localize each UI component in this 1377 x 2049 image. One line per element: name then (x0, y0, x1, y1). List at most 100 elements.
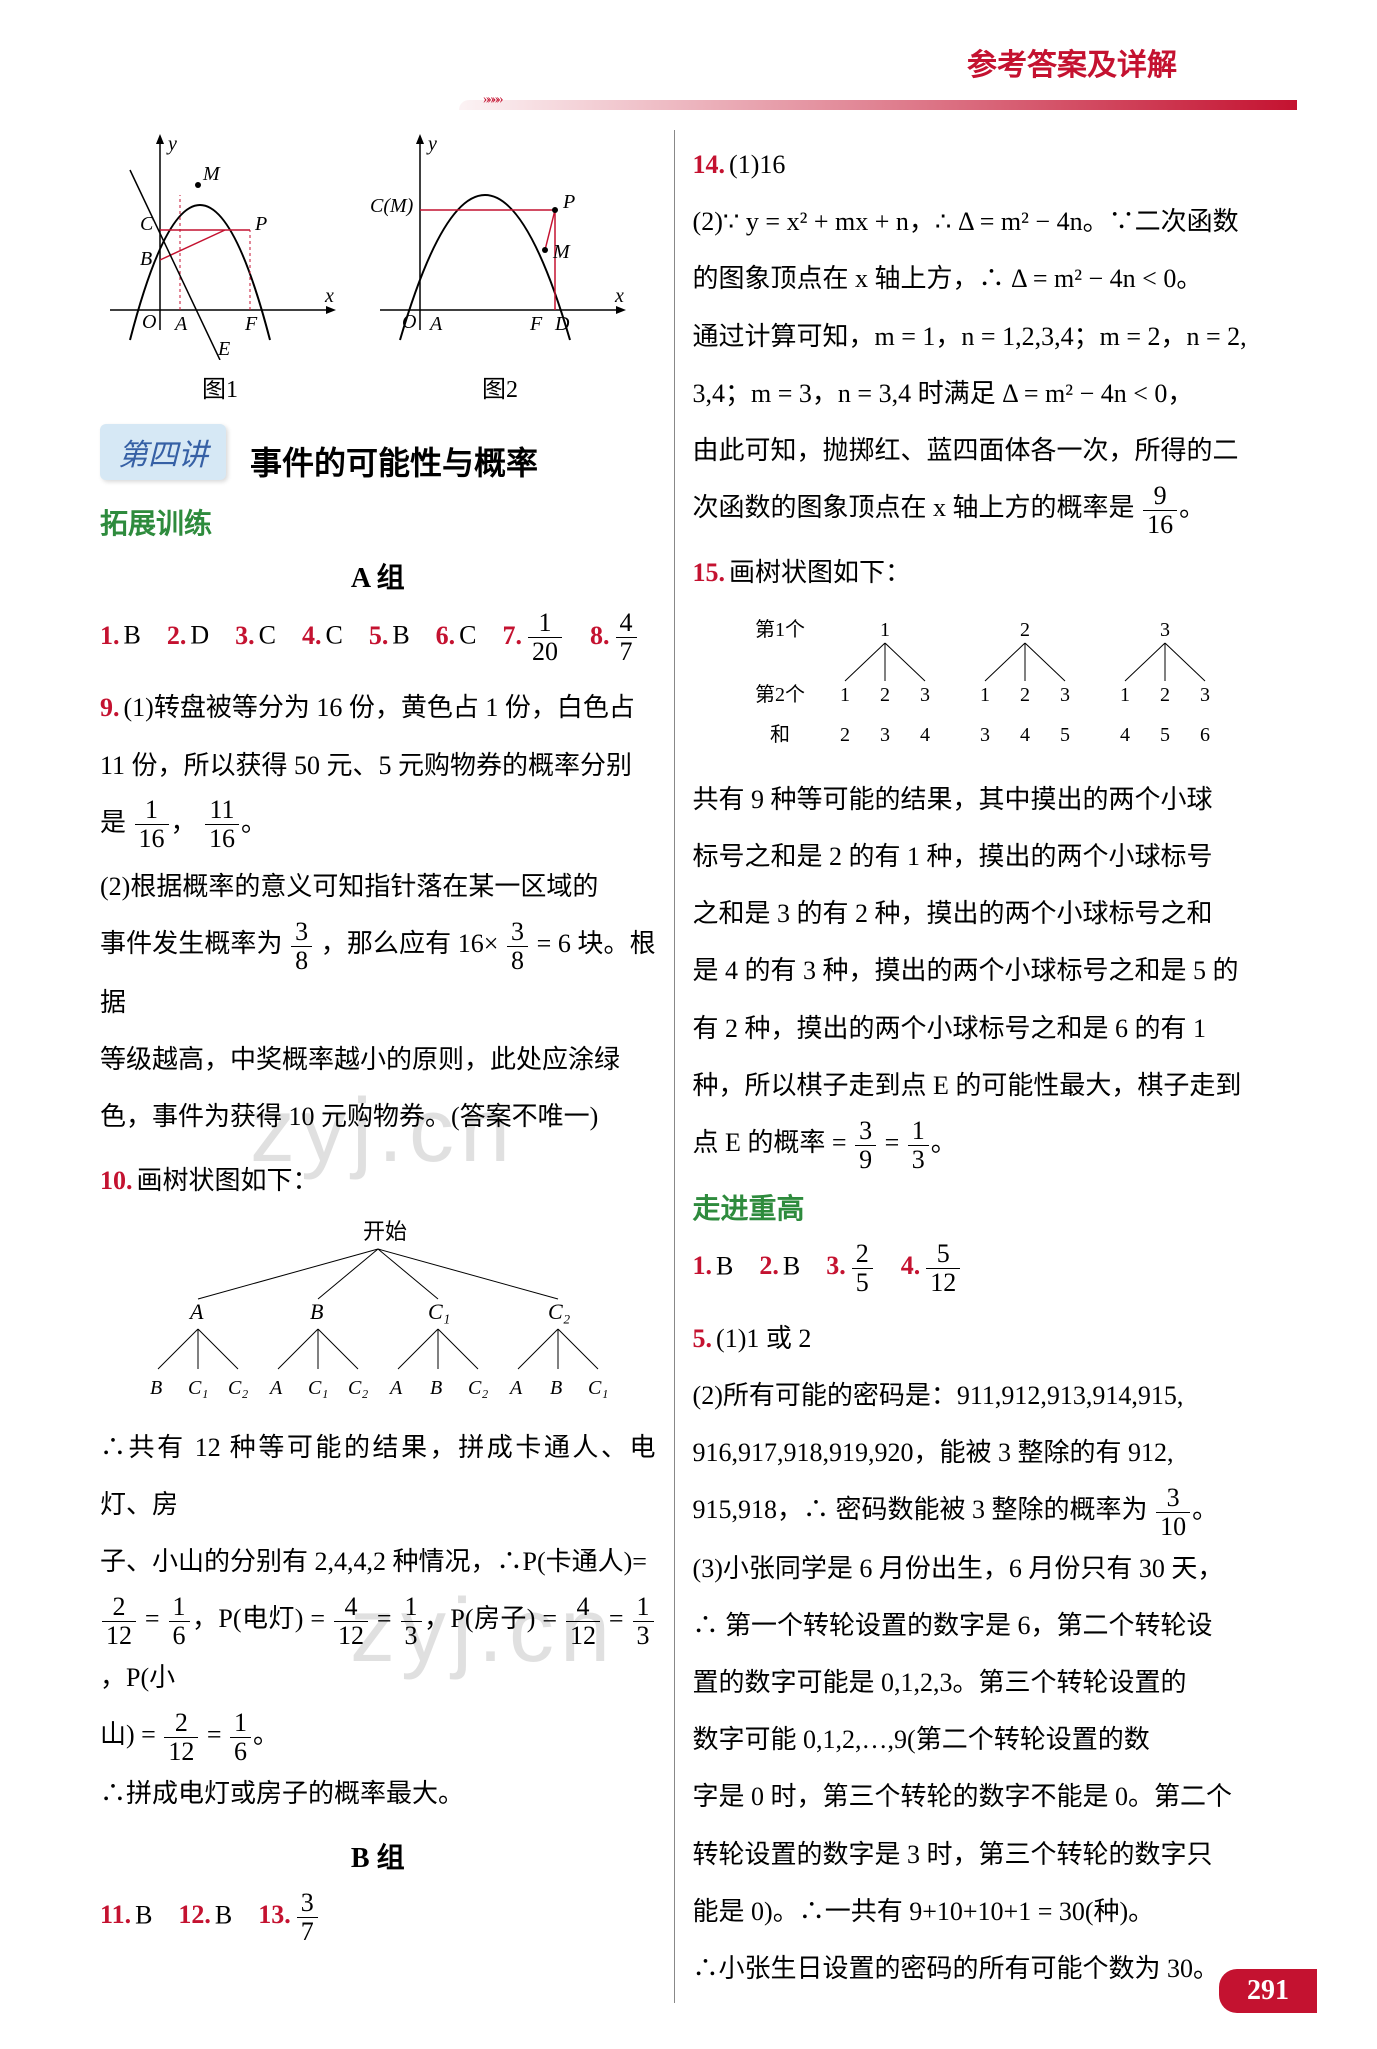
zq4-frac: 512 (926, 1241, 960, 1296)
svg-text:A: A (188, 1299, 204, 1324)
q3-num: 3. (235, 621, 255, 650)
svg-text:1: 1 (880, 619, 890, 641)
right-column: 14.(1)16 (2)∵ y = x² + mx + n，∴ Δ = m² −… (675, 130, 1297, 2003)
svg-text:B: B (550, 1377, 562, 1399)
svg-text:B: B (430, 1377, 442, 1399)
q13-num: 13. (258, 1900, 291, 1929)
svg-text:A: A (173, 313, 188, 335)
svg-text:B: B (140, 248, 152, 270)
zq1-num: 1. (693, 1251, 713, 1280)
two-column-layout: M C P B O A F E y x 图1 (100, 130, 1297, 2003)
q13-frac: 37 (297, 1890, 318, 1945)
svg-text:M: M (552, 241, 571, 263)
q10-intro: 10.画树状图如下： (100, 1152, 656, 1209)
q8-num: 8. (590, 621, 610, 650)
svg-text:O: O (142, 311, 156, 333)
q9-frac-1: 116 (135, 797, 169, 852)
svg-text:5: 5 (1060, 724, 1070, 746)
svg-text:B: B (150, 1377, 162, 1399)
zq3-frac: 25 (852, 1241, 873, 1296)
figure-1: M C P B O A F E y x (100, 130, 340, 360)
svg-text:y: y (426, 133, 437, 155)
svg-text:1: 1 (840, 684, 850, 706)
q9-frac-2: 1116 (205, 797, 239, 852)
q1-ans: B (124, 621, 141, 650)
svg-text:3: 3 (880, 724, 890, 746)
q15-num: 15. (693, 558, 726, 587)
svg-text:C₂: C₂ (468, 1377, 488, 1399)
q8-frac: 47 (616, 610, 637, 665)
svg-text:C₂: C₂ (348, 1377, 368, 1399)
q4-ans: C (325, 621, 342, 650)
svg-text:C₂: C₂ (228, 1377, 248, 1399)
svg-text:2: 2 (1020, 619, 1030, 641)
header-title: 参考答案及详解 (100, 40, 1297, 84)
q6-ans: C (459, 621, 476, 650)
figure-1-wrap: M C P B O A F E y x 图1 (100, 130, 340, 404)
q5-ans: B (392, 621, 409, 650)
left-column: M C P B O A F E y x 图1 (100, 130, 675, 2003)
svg-text:A: A (428, 313, 443, 335)
q5r-block: 5.(1)1 或 2 (2)所有可能的密码是：911,912,913,914,9… (693, 1310, 1297, 1998)
header-bar (459, 100, 1297, 110)
group-b-heading: B 组 (100, 1836, 656, 1876)
q10-text: ∴共有 12 种等可能的结果，拼成卡通人、电灯、房 子、小山的分别有 2,4,4… (100, 1419, 656, 1822)
figure-2: C(M) P M O A F D y x (370, 130, 630, 360)
svg-text:开始: 开始 (363, 1219, 407, 1244)
svg-text:3: 3 (1060, 684, 1070, 706)
svg-text:和: 和 (770, 723, 790, 746)
tuozhan-heading: 拓展训练 (100, 502, 656, 542)
page-number: 291 (1219, 1969, 1317, 2013)
zq1-ans: B (716, 1251, 733, 1280)
group-b-short-answers: 11.B 12.B 13.37 (100, 1890, 656, 1945)
q14-block: 14.(1)16 (2)∵ y = x² + mx + n，∴ Δ = m² −… (693, 136, 1297, 538)
svg-text:3: 3 (1200, 684, 1210, 706)
svg-text:C₂: C₂ (548, 1299, 571, 1324)
svg-text:1: 1 (980, 684, 990, 706)
svg-text:C₁: C₁ (588, 1377, 608, 1399)
svg-text:4: 4 (1120, 724, 1130, 746)
svg-text:2: 2 (880, 684, 890, 706)
svg-text:F: F (244, 313, 258, 335)
svg-text:4: 4 (920, 724, 930, 746)
svg-text:C₁: C₁ (308, 1377, 328, 1399)
svg-text:第1个: 第1个 (755, 618, 805, 641)
q7-num: 7. (503, 621, 523, 650)
svg-text:C₁: C₁ (188, 1377, 208, 1399)
svg-text:E: E (217, 338, 230, 360)
svg-text:3: 3 (1160, 619, 1170, 641)
q6-num: 6. (436, 621, 456, 650)
q2-num: 2. (167, 621, 187, 650)
figures-row: M C P B O A F E y x 图1 (100, 130, 656, 404)
svg-text:4: 4 (1020, 724, 1030, 746)
zq4-num: 4. (901, 1251, 921, 1280)
svg-text:5: 5 (1160, 724, 1170, 746)
q9-frac-3: 38 (291, 919, 312, 974)
figure-2-wrap: C(M) P M O A F D y x 图2 (370, 130, 630, 404)
svg-text:3: 3 (980, 724, 990, 746)
section-4-badge: 第四讲 (100, 424, 226, 480)
svg-text:x: x (614, 285, 624, 307)
page: 参考答案及详解 » » » » (0, 0, 1377, 2043)
q9-num: 9. (100, 693, 120, 722)
q5-num: 5. (369, 621, 389, 650)
q2-ans: D (190, 621, 209, 650)
svg-text:O: O (402, 311, 416, 333)
zq3-num: 3. (826, 1251, 846, 1280)
svg-text:P: P (254, 213, 267, 235)
svg-text:C: C (140, 213, 154, 235)
q15-frac-1: 39 (855, 1118, 876, 1173)
q15-intro: 15.画树状图如下： (693, 544, 1297, 601)
svg-text:2: 2 (1160, 684, 1170, 706)
svg-text:3: 3 (920, 684, 930, 706)
svg-text:A: A (508, 1377, 523, 1399)
q11-ans: B (135, 1900, 152, 1929)
svg-text:F: F (529, 313, 543, 335)
svg-text:C(M): C(M) (370, 195, 414, 217)
svg-text:B: B (310, 1299, 323, 1324)
q3-ans: C (259, 621, 276, 650)
svg-text:6: 6 (1200, 724, 1210, 746)
svg-text:2: 2 (1020, 684, 1030, 706)
q14-frac: 916 (1143, 483, 1177, 538)
svg-text:1: 1 (1120, 684, 1130, 706)
